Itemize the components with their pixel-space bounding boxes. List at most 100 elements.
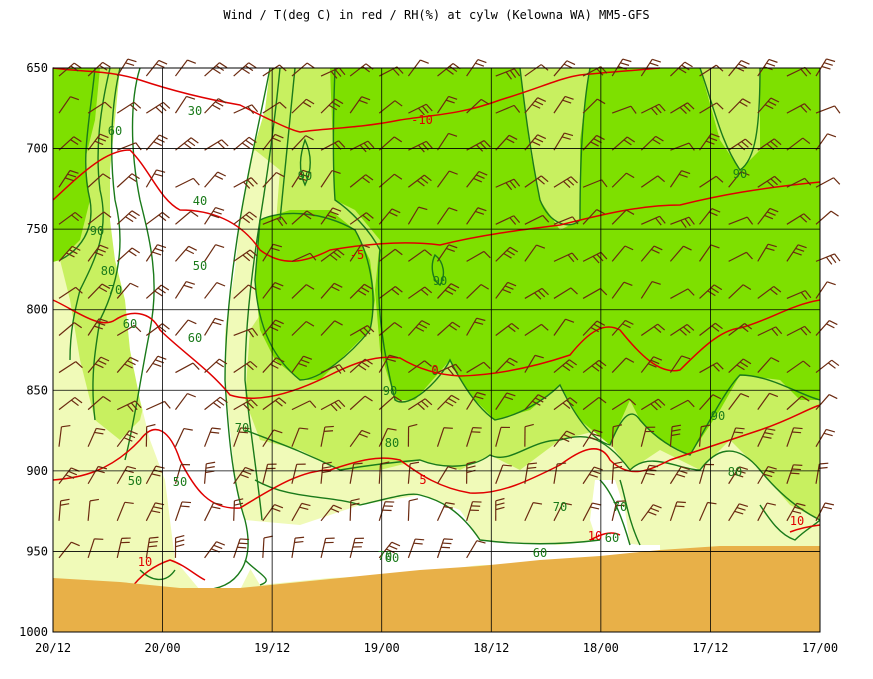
- wind-barb-flag: [505, 182, 513, 191]
- wind-barb-shaft: [320, 67, 340, 77]
- wind-barb-100: [262, 133, 284, 151]
- wind-barb-flag: [129, 430, 138, 435]
- wind-barb-flag: [123, 437, 133, 442]
- wind-barb-flag: [626, 172, 635, 179]
- wind-barb-shaft: [582, 209, 598, 225]
- rh-contour-label: 90: [383, 384, 397, 398]
- wind-barb-259: [582, 429, 603, 448]
- wind-barb-55: [145, 536, 159, 558]
- wind-barb-171: [408, 174, 432, 188]
- wind-barb-203: [466, 317, 486, 336]
- wind-barb-272: [611, 424, 623, 447]
- wind-barb-218: [495, 357, 518, 373]
- wind-barb-flag: [734, 510, 744, 515]
- wind-barb-shaft: [815, 320, 830, 336]
- wind-barb-flag: [361, 176, 370, 184]
- wind-barb-shaft: [174, 464, 182, 484]
- wind-barb-flag: [765, 247, 775, 252]
- wind-barb-8: [58, 361, 83, 374]
- wind-barb-flag: [219, 396, 228, 404]
- wind-barb-flag: [567, 254, 575, 263]
- wind-barb-shaft: [495, 178, 515, 188]
- wind-barb-241: [553, 252, 579, 263]
- wind-barb-flag: [540, 64, 549, 71]
- wind-barb-flag: [513, 178, 521, 187]
- wind-barb-277: [640, 135, 664, 151]
- wind-barb-flag: [361, 361, 370, 368]
- wind-barb-shaft: [203, 463, 207, 484]
- wind-barb-flag: [151, 473, 161, 477]
- wind-barb-130: [320, 207, 342, 225]
- wind-barb-shaft: [786, 137, 804, 151]
- wind-barb-shaft: [524, 64, 542, 77]
- wind-barb-flag: [804, 290, 812, 299]
- wind-barb-flag: [739, 503, 748, 508]
- wind-barb-shaft: [524, 323, 542, 336]
- wind-barb-flag: [623, 139, 632, 146]
- wind-barb-145: [349, 244, 370, 262]
- wind-barb-flag: [334, 366, 342, 374]
- wind-barb-flag: [527, 462, 538, 465]
- wind-barb-47: [145, 244, 167, 262]
- wind-barb-shaft: [204, 171, 219, 188]
- wind-barb-shaft: [582, 502, 593, 522]
- wind-barb-shaft: [786, 177, 806, 188]
- wind-barb-flag: [269, 326, 279, 332]
- wind-barb-flag: [561, 136, 571, 140]
- wind-barb-flag: [541, 323, 549, 331]
- wind-barb-flag: [680, 219, 687, 228]
- wind-barb-shaft: [320, 463, 324, 484]
- rh-contour-10: [254, 212, 374, 381]
- wind-barb-flag: [251, 327, 259, 336]
- wind-barb-flag: [679, 106, 687, 115]
- wind-barb-274: [611, 500, 626, 521]
- wind-barb-shaft: [699, 64, 717, 77]
- wind-barb-flag: [448, 397, 457, 404]
- wind-barb-shaft: [378, 354, 390, 373]
- wind-barb-292: [670, 216, 695, 228]
- wind-barb-141: [349, 96, 371, 114]
- wind-barb-flag: [334, 98, 344, 105]
- wind-barb-flag: [99, 133, 109, 139]
- wind-barb-shaft: [582, 466, 595, 485]
- wind-barb-flag: [595, 362, 603, 369]
- wind-barb-flag: [533, 502, 543, 505]
- wind-barb-flag: [687, 288, 695, 296]
- wind-barb-flag: [73, 62, 82, 69]
- wind-barb-294: [670, 288, 695, 299]
- wind-barb-flag: [251, 104, 259, 113]
- wind-barb-324: [728, 427, 745, 447]
- wind-barb-shaft: [582, 288, 601, 299]
- wind-barb-flag: [768, 58, 778, 63]
- wind-barb-flag: [214, 317, 224, 322]
- wind-barb-19: [87, 244, 109, 262]
- wind-barb-84: [233, 62, 257, 77]
- wind-barb-flag: [801, 395, 810, 402]
- wind-barb-flag: [248, 284, 257, 291]
- wind-barb-20: [87, 283, 111, 299]
- wind-barb-shaft: [320, 364, 340, 374]
- wind-barb-shaft: [204, 98, 219, 114]
- wind-barb-shaft: [233, 62, 250, 77]
- wind-barb-flag: [598, 396, 607, 404]
- wind-barb-195: [436, 538, 453, 559]
- wind-barb-5: [58, 245, 81, 262]
- temp-isotherm-6: [789, 524, 821, 533]
- wind-barb-flag: [249, 249, 258, 257]
- wind-barb-flag: [613, 461, 623, 465]
- wind-barb-flag: [102, 61, 111, 68]
- wind-barb-shaft: [437, 170, 450, 188]
- wind-barb-286: [640, 464, 659, 484]
- wind-barb-shaft: [698, 502, 709, 522]
- wind-barb-flag: [391, 541, 401, 547]
- wind-barb-flag: [153, 506, 163, 510]
- wind-barb-127: [320, 98, 344, 114]
- wind-barb-132: [320, 282, 343, 299]
- wind-barb-flag: [774, 175, 782, 183]
- wind-barb-shaft: [611, 136, 628, 151]
- wind-barb-flag: [391, 208, 401, 214]
- wind-barb-shaft: [58, 426, 63, 447]
- wind-barb-flag: [393, 136, 403, 143]
- rh-contour-label: 70: [378, 549, 392, 563]
- wind-barb-shaft: [728, 251, 747, 262]
